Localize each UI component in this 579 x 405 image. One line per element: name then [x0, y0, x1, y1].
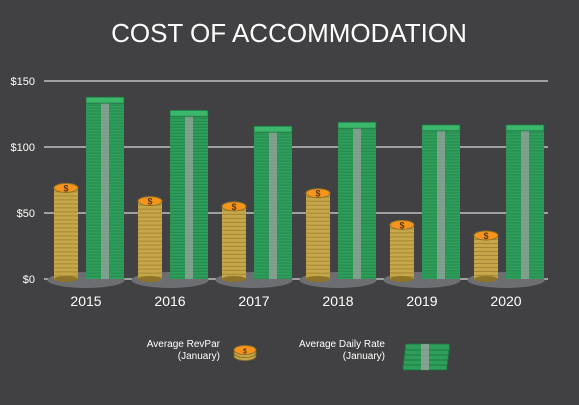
x-tick-label: 2020 — [490, 293, 521, 309]
coin-top — [473, 230, 499, 241]
bars: $ $ $ $ $ $ — [53, 96, 545, 282]
x-tick-label: 2015 — [70, 293, 101, 309]
bill-top — [85, 96, 125, 104]
legend-label-line: Average RevPar — [147, 339, 221, 350]
coin-stack-bar — [138, 201, 162, 279]
coin-top — [53, 182, 79, 193]
bill-top — [337, 121, 377, 129]
y-axis-ticks: $0 $50 $100 $150 — [11, 76, 35, 286]
chart-title: COST OF ACCOMMODATION — [111, 18, 467, 48]
coin-stack-bar — [54, 187, 78, 279]
x-tick-label: 2016 — [154, 293, 185, 309]
coin-bottom — [306, 276, 330, 282]
y-tick-label: $50 — [17, 208, 35, 220]
legend-label-line: (January) — [178, 351, 220, 362]
dollar-sign-icon: $ — [231, 202, 236, 212]
coin-top — [137, 196, 163, 207]
bill-band — [269, 131, 277, 279]
bill-band — [521, 129, 529, 279]
x-tick-label: 2018 — [322, 293, 353, 309]
legend-label-line: (January) — [343, 351, 385, 362]
legend-label: Average Daily Rate (January) — [299, 339, 385, 362]
legend-cash-icon — [402, 343, 450, 371]
coin-top — [305, 188, 331, 199]
coin-stack-bar — [474, 235, 498, 279]
grid-lines — [44, 80, 548, 280]
bill-top — [169, 109, 209, 117]
dollar-sign-icon: $ — [63, 183, 68, 193]
bill-band — [437, 129, 445, 279]
dollar-sign-icon: $ — [315, 189, 320, 199]
x-tick-label: 2019 — [406, 293, 437, 309]
dollar-sign-icon: $ — [483, 231, 488, 241]
coin-top — [221, 201, 247, 212]
coin-bottom — [222, 276, 246, 282]
bill-top — [253, 125, 293, 133]
bill-band — [353, 127, 361, 279]
coin — [233, 345, 257, 355]
x-tick-label: 2017 — [238, 293, 269, 309]
bill-top — [421, 124, 461, 132]
y-tick-label: $150 — [11, 76, 35, 88]
y-tick-label: $100 — [11, 142, 35, 154]
dollar-sign-icon: $ — [243, 349, 247, 356]
bill-top — [505, 124, 545, 132]
coin-bottom — [54, 276, 78, 282]
y-tick-label: $0 — [23, 274, 35, 286]
bill-band — [421, 344, 429, 370]
legend-coin-icon: $ — [233, 345, 257, 361]
coin-stack-bar — [306, 193, 330, 279]
coin-stack-bar — [390, 224, 414, 279]
legend-label-line: Average Daily Rate — [299, 339, 385, 350]
bill-band — [101, 102, 109, 280]
coin-bottom — [138, 276, 162, 282]
bill-band — [185, 115, 193, 279]
legend: Average RevPar (January)Average Daily Rat… — [147, 339, 450, 371]
legend-label: Average RevPar (January) — [147, 339, 221, 362]
coin-bottom — [474, 276, 498, 282]
x-axis-ticks: 2015 2016 2017 2018 2019 2020 — [70, 293, 521, 309]
coin-bottom — [390, 276, 414, 282]
coin-top — [389, 219, 415, 230]
dollar-sign-icon: $ — [147, 197, 152, 207]
dollar-sign-icon: $ — [399, 220, 404, 230]
